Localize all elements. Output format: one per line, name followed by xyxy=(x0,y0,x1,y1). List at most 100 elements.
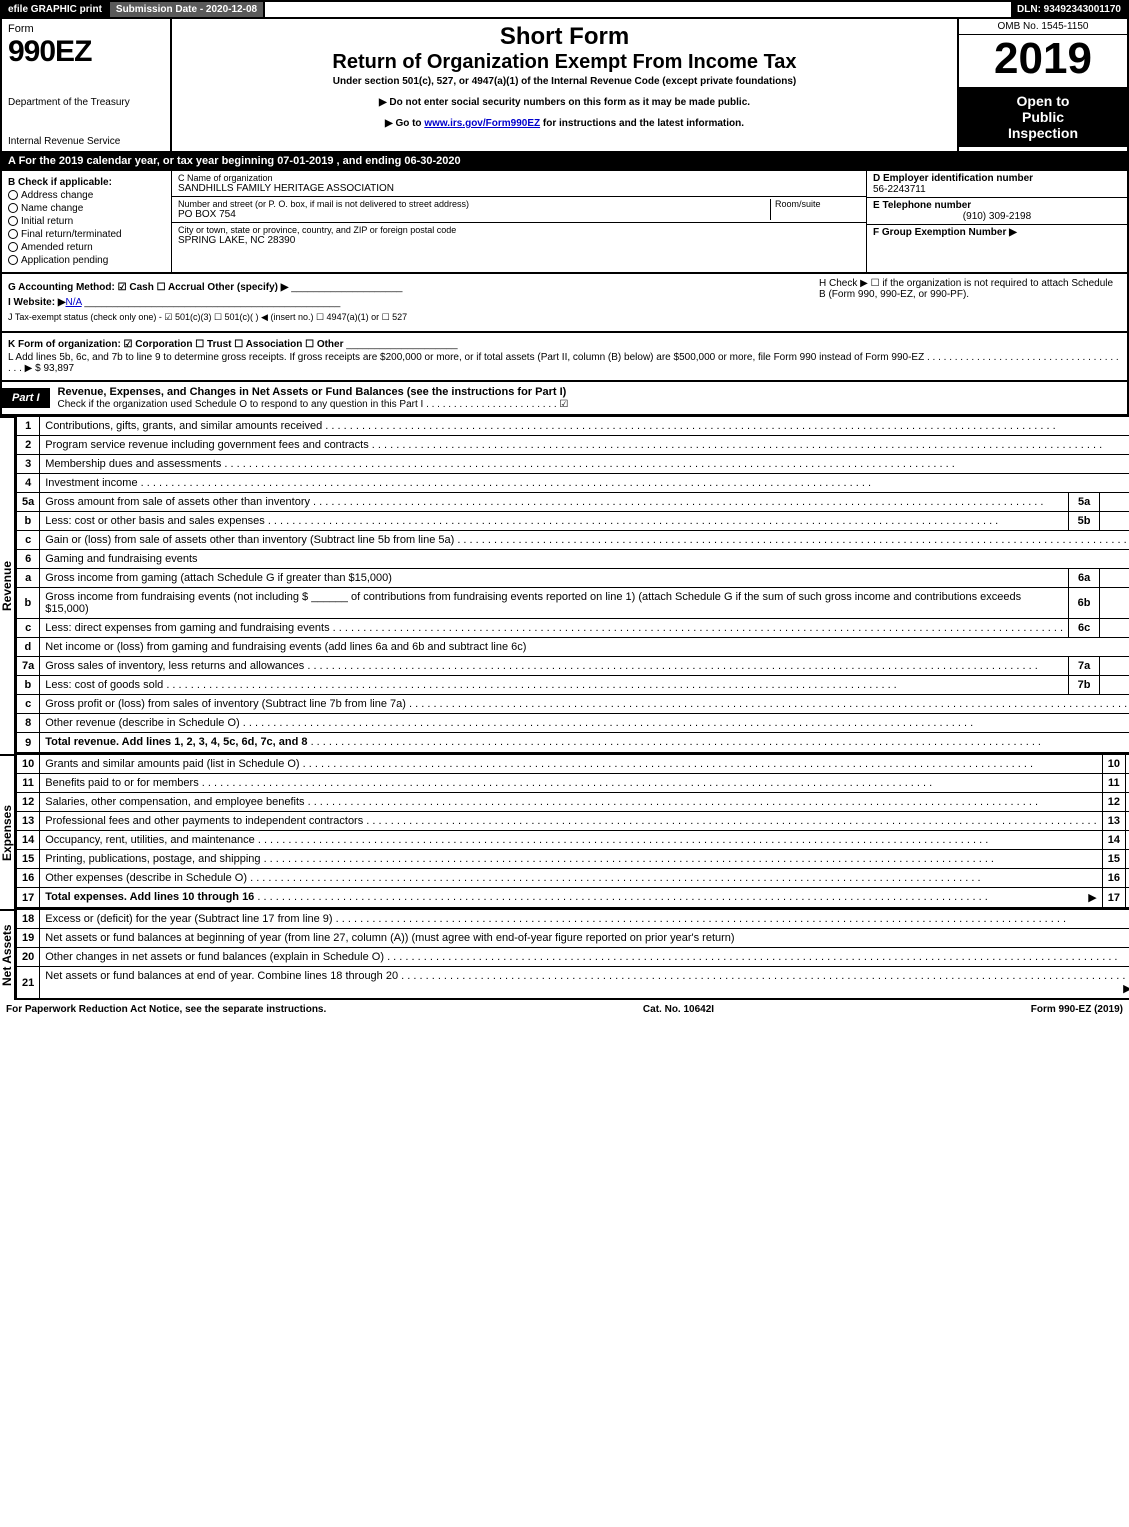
line-20: 20Other changes in net assets or fund ba… xyxy=(17,948,1129,967)
website-label: I Website: ▶ xyxy=(8,297,66,308)
line-4: 4Investment income42 xyxy=(17,474,1129,493)
box-def: D Employer identification number 56-2243… xyxy=(867,171,1127,272)
open-public-inspection: Open to Public Inspection xyxy=(959,87,1127,147)
box-b-title: B Check if applicable: xyxy=(8,177,165,188)
header-right: OMB No. 1545-1150 2019 Open to Public In… xyxy=(957,19,1127,151)
cb-final-return[interactable]: Final return/terminated xyxy=(8,229,165,240)
expenses-table: 10Grants and similar amounts paid (list … xyxy=(16,754,1129,909)
part-1-header: Part I Revenue, Expenses, and Changes in… xyxy=(0,382,1129,416)
cb-application-pending[interactable]: Application pending xyxy=(8,255,165,266)
line-10: 10Grants and similar amounts paid (list … xyxy=(17,755,1129,774)
phone-label: E Telephone number xyxy=(873,200,1121,211)
tax-year: 2019 xyxy=(959,35,1127,87)
line-h: H Check ▶ ☐ if the organization is not r… xyxy=(819,278,1119,300)
city-row: City or town, state or province, country… xyxy=(172,223,866,248)
line-7c: cGross profit or (loss) from sales of in… xyxy=(17,695,1129,714)
part-1-title: Revenue, Expenses, and Changes in Net As… xyxy=(50,382,1127,414)
revenue-section: Revenue 1Contributions, gifts, grants, a… xyxy=(0,416,1129,754)
line-8: 8Other revenue (describe in Schedule O)8 xyxy=(17,714,1129,733)
arrow-icon: ▶ xyxy=(1088,891,1096,904)
line-6: 6Gaming and fundraising events xyxy=(17,550,1129,569)
ein-row: D Employer identification number 56-2243… xyxy=(867,171,1127,198)
addr-value: PO BOX 754 xyxy=(178,209,770,220)
form-number: 990EZ xyxy=(8,35,164,69)
goto-post: for instructions and the latest informat… xyxy=(540,118,744,129)
line-16: 16Other expenses (describe in Schedule O… xyxy=(17,869,1129,888)
line-3: 3Membership dues and assessments3 xyxy=(17,455,1129,474)
line-6b: bGross income from fundraising events (n… xyxy=(17,588,1129,619)
city-value: SPRING LAKE, NC 28390 xyxy=(178,235,860,246)
ein-label: D Employer identification number xyxy=(873,173,1121,184)
top-bar: efile GRAPHIC print Submission Date - 20… xyxy=(0,0,1129,19)
ghi-block: H Check ▶ ☐ if the organization is not r… xyxy=(0,274,1129,333)
omb-number: OMB No. 1545-1150 xyxy=(959,19,1127,35)
line-18: 18Excess or (deficit) for the year (Subt… xyxy=(17,910,1129,929)
footer-left: For Paperwork Reduction Act Notice, see … xyxy=(6,1004,326,1015)
revenue-vlabel: Revenue xyxy=(0,416,16,754)
cb-address-change[interactable]: Address change xyxy=(8,190,165,201)
form-header: Form 990EZ Department of the Treasury In… xyxy=(0,19,1129,153)
goto-pre: ▶ Go to xyxy=(385,118,424,129)
line-1: 1Contributions, gifts, grants, and simil… xyxy=(17,417,1129,436)
line-5a: 5aGross amount from sale of assets other… xyxy=(17,493,1129,512)
org-name-label: C Name of organization xyxy=(178,173,860,183)
line-l: L Add lines 5b, 6c, and 7b to line 9 to … xyxy=(8,352,1121,374)
expenses-section: Expenses 10Grants and similar amounts pa… xyxy=(0,754,1129,909)
inspect-1: Open to xyxy=(961,93,1125,109)
line-k: K Form of organization: ☑ Corporation ☐ … xyxy=(8,339,1121,350)
irs-link[interactable]: www.irs.gov/Form990EZ xyxy=(424,118,540,129)
net-assets-section: Net Assets 18Excess or (deficit) for the… xyxy=(0,909,1129,1000)
inspect-2: Public xyxy=(961,109,1125,125)
line-14: 14Occupancy, rent, utilities, and mainte… xyxy=(17,831,1129,850)
dept-treasury: Department of the Treasury xyxy=(8,97,164,108)
cb-amended-return[interactable]: Amended return xyxy=(8,242,165,253)
line-7a: 7aGross sales of inventory, less returns… xyxy=(17,657,1129,676)
line-11: 11Benefits paid to or for members11 xyxy=(17,774,1129,793)
line-19: 19Net assets or fund balances at beginni… xyxy=(17,929,1129,948)
entity-block: B Check if applicable: Address change Na… xyxy=(0,171,1129,274)
line-21: 21Net assets or fund balances at end of … xyxy=(17,967,1129,1000)
revenue-table: 1Contributions, gifts, grants, and simil… xyxy=(16,416,1129,754)
box-c: C Name of organization SANDHILLS FAMILY … xyxy=(172,171,867,272)
box-b: B Check if applicable: Address change Na… xyxy=(2,171,172,272)
group-exemption-row: F Group Exemption Number ▶ xyxy=(867,225,1127,240)
org-name-row: C Name of organization SANDHILLS FAMILY … xyxy=(172,171,866,197)
phone-row: E Telephone number (910) 309-2198 xyxy=(867,198,1127,225)
addr-label: Number and street (or P. O. box, if mail… xyxy=(178,199,770,209)
phone-value: (910) 309-2198 xyxy=(873,211,1121,222)
part-1-label: Part I xyxy=(2,388,50,408)
line-j: J Tax-exempt status (check only one) - ☑… xyxy=(8,312,1121,323)
line-6a: aGross income from gaming (attach Schedu… xyxy=(17,569,1129,588)
line-17: 17Total expenses. Add lines 10 through 1… xyxy=(17,888,1129,909)
line-a-period: A For the 2019 calendar year, or tax yea… xyxy=(0,153,1129,171)
arrow-icon: ▶ xyxy=(1123,982,1129,995)
submission-date: Submission Date - 2020-12-08 xyxy=(110,2,265,17)
city-label: City or town, state or province, country… xyxy=(178,225,860,235)
line-12: 12Salaries, other compensation, and empl… xyxy=(17,793,1129,812)
net-assets-vlabel: Net Assets xyxy=(0,909,16,1000)
ssn-note: ▶ Do not enter social security numbers o… xyxy=(178,97,951,108)
group-exemption-label: F Group Exemption Number ▶ xyxy=(873,227,1121,238)
room-suite-label: Room/suite xyxy=(770,199,860,220)
line-13: 13Professional fees and other payments t… xyxy=(17,812,1129,831)
website-value[interactable]: N/A xyxy=(66,297,82,308)
line-7b: bLess: cost of goods sold7b xyxy=(17,676,1129,695)
net-assets-table: 18Excess or (deficit) for the year (Subt… xyxy=(16,909,1129,1000)
footer-center: Cat. No. 10642I xyxy=(643,1004,714,1015)
cb-initial-return[interactable]: Initial return xyxy=(8,216,165,227)
header-center: Short Form Return of Organization Exempt… xyxy=(172,19,957,151)
inspect-3: Inspection xyxy=(961,125,1125,141)
part-1-check: Check if the organization used Schedule … xyxy=(58,399,569,410)
footer-right: Form 990-EZ (2019) xyxy=(1031,1004,1123,1015)
line-6c: cLess: direct expenses from gaming and f… xyxy=(17,619,1129,638)
efile-label[interactable]: efile GRAPHIC print xyxy=(2,2,110,17)
header-left: Form 990EZ Department of the Treasury In… xyxy=(2,19,172,151)
line-9: 9Total revenue. Add lines 1, 2, 3, 4, 5c… xyxy=(17,733,1129,754)
ein-value: 56-2243711 xyxy=(873,184,1121,195)
line-15: 15Printing, publications, postage, and s… xyxy=(17,850,1129,869)
kl-block: K Form of organization: ☑ Corporation ☐ … xyxy=(0,333,1129,382)
line-5c: cGain or (loss) from sale of assets othe… xyxy=(17,531,1129,550)
dept-irs: Internal Revenue Service xyxy=(8,136,164,147)
cb-name-change[interactable]: Name change xyxy=(8,203,165,214)
line-6d: dNet income or (loss) from gaming and fu… xyxy=(17,638,1129,657)
